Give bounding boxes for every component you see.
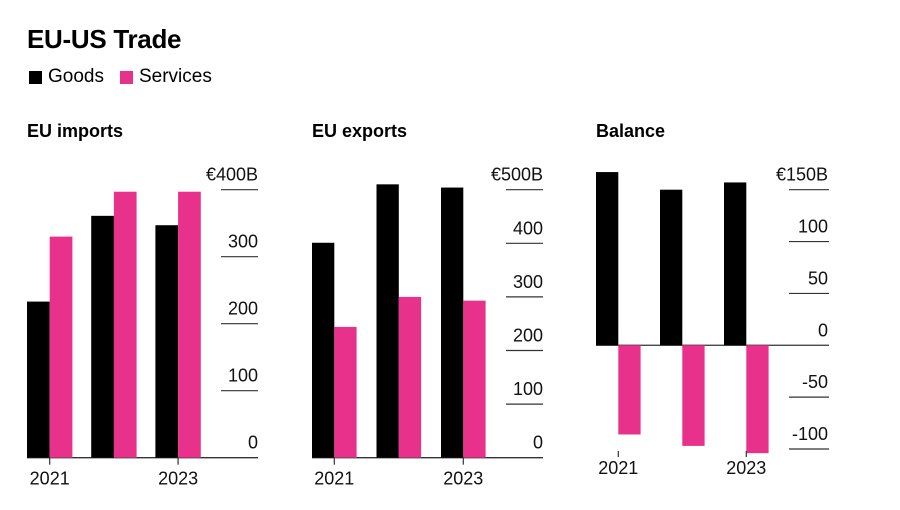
balance-bar-goods-2021 — [596, 172, 619, 346]
exports-bar-goods-2022 — [376, 184, 399, 458]
balance-ytick-label: -50 — [802, 372, 828, 392]
imports-bar-services-2021 — [49, 236, 73, 458]
panel-title-imports: EU imports — [27, 121, 124, 141]
legend-swatch-services — [119, 70, 133, 84]
balance-ytick-label: 50 — [808, 268, 828, 288]
imports-bar-goods-2021 — [27, 301, 50, 458]
exports-ytick-label: 400 — [513, 218, 543, 238]
exports-xtick-label: 2023 — [443, 469, 483, 489]
exports-ytick-label: 200 — [513, 326, 543, 346]
balance-bar-services-2023 — [746, 345, 769, 454]
exports-ytick-label: 0 — [533, 433, 543, 453]
imports-bar-services-2023 — [178, 191, 201, 458]
imports-xtick-label: 2021 — [30, 469, 70, 489]
exports-bar-goods-2023 — [441, 187, 464, 458]
exports-ytick-label: 300 — [513, 272, 543, 292]
imports-ytick-label: 200 — [228, 299, 258, 319]
imports-xtick-label: 2023 — [158, 469, 198, 489]
imports-ytick-label: 300 — [228, 232, 258, 252]
imports-bar-goods-2023 — [155, 225, 179, 458]
legend-swatch-goods — [29, 70, 42, 84]
chart-title: EU-US Trade — [27, 24, 182, 54]
exports-bar-services-2022 — [398, 296, 422, 458]
balance-ytick-label: -100 — [792, 424, 828, 444]
imports-ytick-label: 0 — [248, 433, 258, 453]
exports-bar-services-2021 — [334, 326, 357, 458]
balance-ytick-label: €150B — [776, 165, 828, 185]
balance-bar-services-2022 — [682, 345, 705, 446]
balance-xtick-label: 2023 — [726, 458, 766, 478]
balance-xtick-label: 2021 — [598, 458, 638, 478]
imports-ytick-label: 100 — [228, 366, 258, 386]
exports-ytick-label: €500B — [491, 165, 543, 185]
legend-item-services: Services — [119, 66, 212, 88]
legend-item-goods: Goods — [29, 66, 104, 88]
panel-title-balance: Balance — [596, 121, 666, 141]
legend-label-services: Services — [138, 66, 212, 87]
balance-bar-goods-2022 — [660, 189, 683, 346]
legend: Goods Services — [29, 66, 228, 88]
balance-ytick-label: 0 — [818, 320, 828, 340]
exports-ytick-label: 100 — [513, 379, 543, 399]
imports-ytick-label: €400B — [206, 165, 258, 185]
exports-bar-goods-2021 — [312, 242, 335, 458]
imports-bar-services-2022 — [113, 191, 137, 458]
panel-title-exports: EU exports — [312, 121, 408, 141]
exports-bar-services-2023 — [463, 300, 486, 458]
legend-label-goods: Goods — [48, 66, 104, 87]
imports-bar-goods-2022 — [91, 215, 114, 458]
balance-bar-goods-2023 — [724, 182, 747, 346]
balance-ytick-label: 100 — [798, 217, 828, 237]
balance-bar-services-2021 — [618, 345, 641, 435]
exports-xtick-label: 2021 — [314, 469, 354, 489]
